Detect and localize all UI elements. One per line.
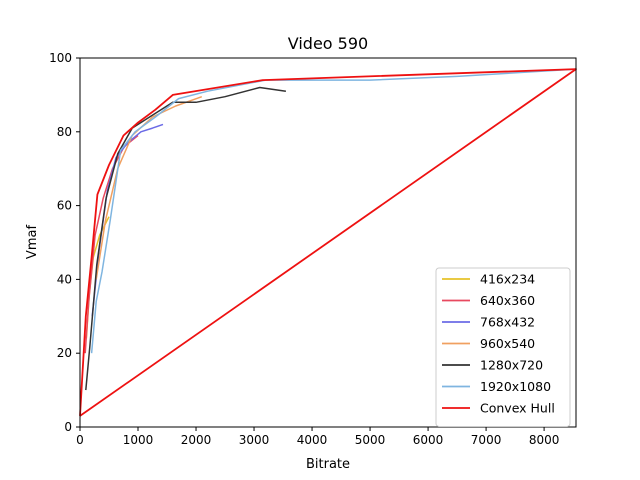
x-axis: 0 1000 2000 3000 4000 5000 6000 7000 8000 xyxy=(76,427,559,447)
x-tick-label: 4000 xyxy=(297,433,328,447)
x-tick-label: 6000 xyxy=(413,433,444,447)
legend-label: 768x432 xyxy=(480,315,535,330)
legend-label: 960x540 xyxy=(480,336,535,351)
y-tick-label: 60 xyxy=(57,199,72,213)
y-axis: 0 20 40 60 80 100 xyxy=(49,51,80,434)
y-axis-label: Vmaf xyxy=(25,225,40,260)
x-tick-label: 2000 xyxy=(181,433,212,447)
legend-label: 1280x720 xyxy=(480,358,543,373)
y-tick-label: 0 xyxy=(64,420,72,434)
series-line-5 xyxy=(90,68,577,354)
legend-label: Convex Hull xyxy=(480,401,555,416)
series-line-4 xyxy=(85,86,287,391)
y-tick-label: 80 xyxy=(57,125,72,139)
x-axis-label: Bitrate xyxy=(306,457,350,472)
legend: 416x234 640x360 768x432 960x540 1280x720 1920… xyxy=(435,267,571,427)
series-line-3 xyxy=(95,95,203,280)
legend-label: 1920x1080 xyxy=(480,379,551,394)
x-tick-label: 5000 xyxy=(355,433,386,447)
chart-title: Video 590 xyxy=(288,34,368,53)
x-tick-label: 3000 xyxy=(239,433,270,447)
y-tick-label: 100 xyxy=(49,51,72,65)
x-tick-label: 1000 xyxy=(123,433,154,447)
series-line-6 xyxy=(79,68,577,417)
x-tick-label: 0 xyxy=(76,433,84,447)
y-tick-label: 40 xyxy=(57,272,72,286)
x-tick-label: 8000 xyxy=(529,433,560,447)
y-tick-label: 20 xyxy=(57,346,72,360)
plot-frame xyxy=(79,57,577,428)
x-tick-label: 7000 xyxy=(471,433,502,447)
plot-lines xyxy=(79,68,577,417)
legend-label: 640x360 xyxy=(480,293,535,308)
legend-label: 416x234 xyxy=(480,272,535,287)
